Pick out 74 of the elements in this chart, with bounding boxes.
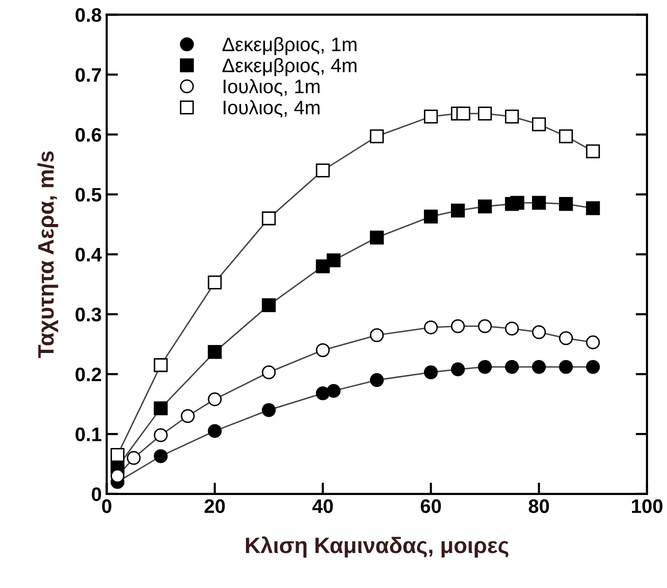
- x-tick-label: 100: [632, 499, 662, 514]
- point: [208, 392, 222, 406]
- y-tick-label: 0.2: [76, 368, 102, 382]
- point: [370, 129, 384, 144]
- point: [424, 320, 438, 334]
- point: [532, 325, 546, 340]
- point: [456, 106, 470, 120]
- point: [126, 451, 141, 465]
- point: [532, 117, 546, 132]
- x-tick-label: 60: [420, 499, 441, 514]
- point: [586, 144, 600, 158]
- point: [478, 319, 492, 334]
- point: [586, 335, 600, 350]
- point: [559, 331, 573, 346]
- point: [262, 211, 276, 226]
- point: [370, 230, 384, 244]
- point: [586, 360, 600, 374]
- point: [559, 197, 573, 211]
- point: [208, 345, 222, 359]
- point: [424, 210, 438, 224]
- point: [316, 343, 330, 358]
- point: [504, 322, 519, 336]
- x-tick-label: 80: [528, 499, 549, 514]
- x-tick-label: 40: [312, 499, 333, 514]
- y-tick-label: 0.8: [76, 8, 102, 22]
- legend-label: Δεκεμβριος, 4m: [222, 58, 356, 76]
- x-tick-label: 20: [204, 499, 225, 514]
- point: [370, 328, 384, 342]
- point: [532, 196, 546, 210]
- point: [316, 164, 330, 178]
- point: [316, 386, 330, 400]
- legend-label: Ιουλιος, 1m: [224, 79, 320, 97]
- point: [326, 384, 341, 398]
- point: [154, 358, 168, 372]
- legend-label: Δεκεμβριος, 1m: [222, 36, 356, 56]
- point: [504, 360, 519, 374]
- point: [154, 401, 168, 416]
- y-tick-label: 0.5: [76, 188, 102, 202]
- point: [208, 424, 222, 438]
- point: [478, 106, 492, 120]
- point: [504, 110, 519, 124]
- point: [262, 403, 276, 417]
- point: [370, 373, 384, 388]
- y-tick-label: 0.3: [76, 308, 102, 322]
- y-tick-label: 0.7: [76, 68, 102, 82]
- point: [154, 428, 168, 442]
- x-tick-label: 0: [102, 499, 112, 514]
- point: [110, 448, 124, 462]
- y-tick-label: 0.1: [76, 427, 102, 442]
- point: [154, 449, 168, 464]
- y-tick-label: 0.6: [76, 128, 102, 142]
- point: [559, 129, 573, 144]
- point: [450, 319, 465, 334]
- point: [478, 199, 492, 214]
- point: [478, 360, 492, 374]
- legend-label: Ιουλιος, 4m: [224, 100, 320, 118]
- point: [586, 201, 600, 216]
- point: [180, 409, 195, 423]
- y-tick-label: 0: [92, 487, 102, 502]
- point: [262, 365, 276, 380]
- point: [326, 253, 341, 268]
- point: [450, 362, 465, 376]
- point: [532, 360, 546, 374]
- point: [559, 360, 573, 374]
- y-axis-title: Ταχυτητα Αερα, m/s: [37, 151, 58, 358]
- y-tick-label: 0.4: [76, 248, 102, 262]
- point: [450, 204, 465, 218]
- point: [424, 110, 438, 124]
- point: [262, 298, 276, 312]
- x-axis-title: Κλιση Καμιναδας, μοιρες: [246, 536, 508, 558]
- point: [424, 365, 438, 380]
- point: [110, 469, 124, 483]
- point: [510, 196, 524, 210]
- point: [208, 276, 222, 290]
